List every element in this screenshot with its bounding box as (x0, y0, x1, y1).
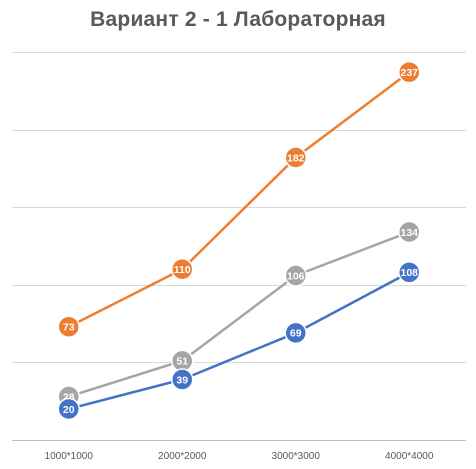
x-tick-label: 4000*4000 (385, 451, 434, 462)
x-tick-label: 2000*2000 (158, 451, 207, 462)
data-point (398, 261, 421, 284)
series-line (67, 230, 411, 398)
data-label: 108 (400, 267, 418, 279)
data-point (398, 60, 421, 84)
series-2: 28 51 106 134 (57, 220, 421, 408)
data-label: 20 (63, 404, 75, 416)
data-point (57, 315, 80, 338)
data-label: 51 (176, 356, 188, 368)
data-label: 106 (287, 270, 305, 282)
data-label: 134 (400, 227, 418, 239)
data-point (171, 368, 194, 391)
data-label: 28 (63, 391, 75, 403)
data-label: 182 (287, 152, 305, 164)
data-point (171, 258, 194, 281)
data-label: 39 (176, 374, 188, 386)
data-point (284, 321, 307, 345)
data-point (284, 264, 307, 287)
x-tick-label: 3000*3000 (272, 451, 321, 462)
series-line (67, 271, 411, 411)
gridlines (12, 52, 466, 363)
data-point (57, 397, 80, 421)
series-line (67, 70, 411, 328)
series-group: 73 110 182 237 28 51 106 134 20 39 69 108 (57, 60, 421, 421)
series-1: 73 110 182 237 (57, 60, 421, 338)
data-label: 110 (174, 264, 191, 276)
data-point (398, 220, 421, 244)
chart-title: Вариант 2 - 1 Лабораторная (90, 8, 386, 31)
x-tick-label: 1000*1000 (45, 451, 94, 462)
data-label: 237 (400, 67, 418, 79)
x-axis: 1000*1000 2000*2000 3000*3000 4000*4000 (12, 440, 466, 462)
series-3: 20 39 69 108 (57, 261, 421, 421)
data-label: 73 (63, 322, 75, 334)
data-label: 69 (290, 328, 302, 340)
data-point (284, 146, 307, 169)
